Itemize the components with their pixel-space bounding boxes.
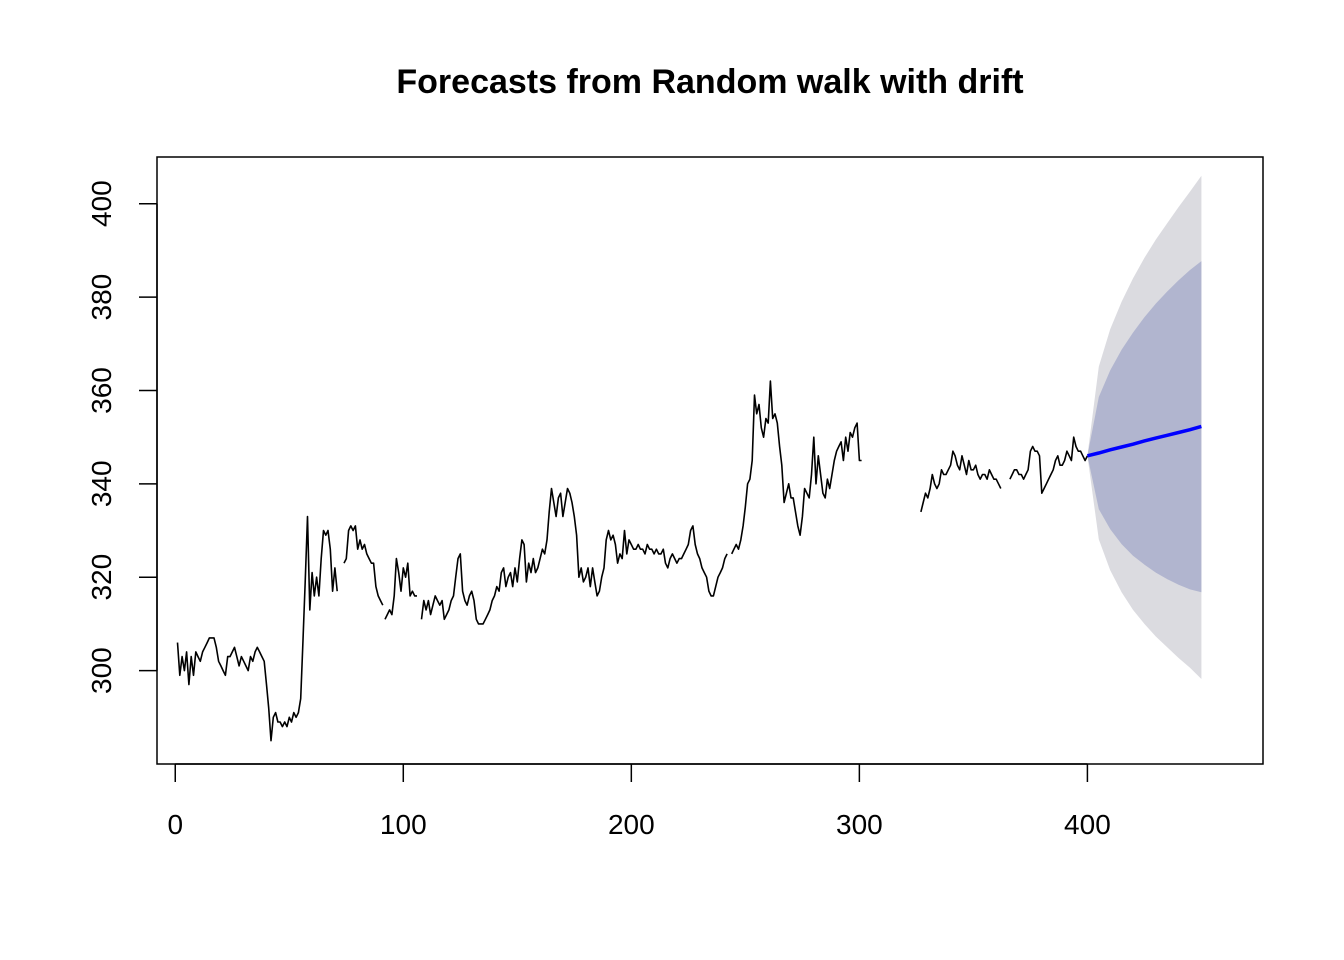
x-tick-label: 0 xyxy=(167,809,183,840)
x-tick-label: 200 xyxy=(608,809,655,840)
y-tick-label: 380 xyxy=(86,274,117,321)
history-line-segment-6 xyxy=(920,450,1002,513)
history-line-segment-5 xyxy=(730,380,862,555)
chart-title: Forecasts from Random walk with drift xyxy=(396,63,1023,101)
y-tick-label: 340 xyxy=(86,460,117,507)
y-axis: 300 320 340 360 380 400 xyxy=(86,180,158,694)
x-tick-label: 100 xyxy=(380,809,427,840)
history-line-segment-4 xyxy=(420,487,728,625)
x-tick-label: 300 xyxy=(836,809,883,840)
prediction-intervals xyxy=(1087,175,1202,679)
x-tick-label: 400 xyxy=(1064,809,1111,840)
x-axis: 0 100 200 300 400 xyxy=(167,763,1111,840)
y-tick-label: 300 xyxy=(86,647,117,694)
y-tick-label: 400 xyxy=(86,180,117,227)
y-tick-label: 360 xyxy=(86,367,117,414)
history-line-segment-7 xyxy=(1009,436,1089,494)
forecast-series xyxy=(1086,424,1202,458)
band-80 xyxy=(1087,261,1202,593)
y-tick-label: 320 xyxy=(86,554,117,601)
history-line-segment-1 xyxy=(176,515,338,742)
history-line-segment-2 xyxy=(343,525,384,606)
history-series xyxy=(176,380,1089,742)
forecast-mean-line xyxy=(1086,424,1202,458)
history-line-segment-3 xyxy=(384,557,417,620)
